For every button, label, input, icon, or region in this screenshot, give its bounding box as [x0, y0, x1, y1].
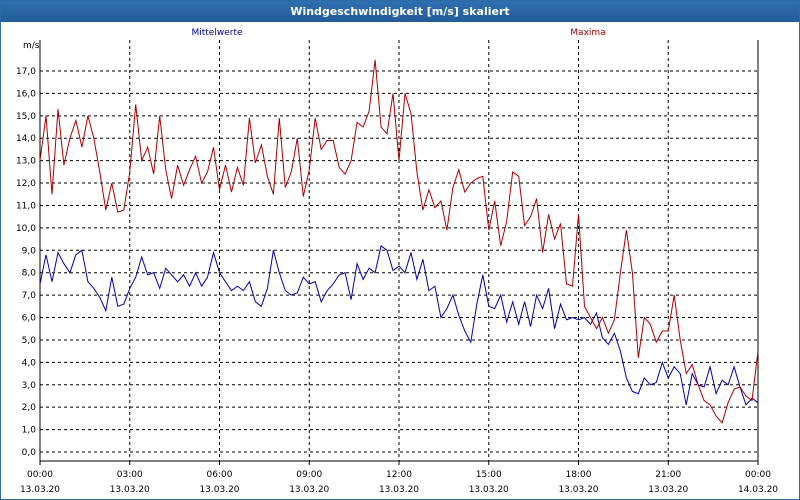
y-tick-label: 11,0 [16, 201, 36, 211]
series-line-maxima [39, 59, 759, 424]
y-tick-label: 17,0 [16, 67, 36, 77]
legend-mittelwerte: Mittelwerte [191, 28, 242, 38]
y-tick-label: 5,0 [22, 336, 37, 346]
y-tick-label: 2,0 [22, 403, 37, 413]
x-tick-date: 13.03.20 [648, 485, 688, 495]
x-tick-labels: 00:00 13.03.20 03:00 13.03.20 06:00 13.03.20 0… [20, 470, 778, 495]
y-tick-label: 13,0 [16, 157, 36, 167]
window-title: Windgeschwindigkeit [m/s] skaliert [1, 1, 799, 22]
x-tick-time: 06:00 [207, 470, 233, 480]
y-tick-label: 15,0 [16, 112, 36, 122]
y-tick-label: 14,0 [16, 134, 36, 144]
x-tick-time: 03:00 [117, 470, 143, 480]
x-tick-date: 13.03.20 [199, 485, 239, 495]
x-tick-date: 13.03.20 [20, 485, 60, 495]
x-tick-date: 13.03.20 [289, 485, 329, 495]
y-tick-label: 10,0 [16, 224, 36, 234]
x-tick-time: 12:00 [386, 470, 412, 480]
y-tick-label: 9,0 [22, 246, 37, 256]
y-axis-label: m/s [23, 41, 40, 51]
y-tick-label: 7,0 [22, 291, 37, 301]
x-tick-date: 13.03.20 [558, 485, 598, 495]
y-tick-label: 4,0 [22, 358, 37, 368]
y-tick-label: 16,0 [16, 89, 36, 99]
y-tick-label: 8,0 [22, 269, 37, 279]
y-tick-label: 3,0 [22, 381, 37, 391]
y-tick-label: 1,0 [22, 426, 37, 436]
x-tick-date: 14.03.20 [738, 485, 778, 495]
x-tick-time: 00:00 [27, 470, 53, 480]
x-tick-time: 09:00 [296, 470, 322, 480]
x-tick-date: 13.03.20 [110, 485, 150, 495]
grid [40, 40, 758, 461]
series-lines [39, 59, 759, 424]
x-tick-time: 18:00 [566, 470, 592, 480]
axes [39, 40, 759, 465]
x-tick-date: 13.03.20 [469, 485, 509, 495]
y-tick-label: 12,0 [16, 179, 36, 189]
y-tick-label: 0,0 [22, 448, 37, 458]
y-tick-label: 6,0 [22, 314, 37, 324]
x-tick-time: 21:00 [655, 470, 681, 480]
x-tick-time: 00:00 [745, 470, 771, 480]
y-tick-labels: 0,0 1,0 2,0 3,0 4,0 5,0 6,0 7,0 8,0 9,0 10,0 11,0 12… [16, 67, 36, 458]
legend-maxima: Maxima [570, 28, 605, 38]
x-tick-date: 13.03.20 [379, 485, 419, 495]
series-line-mittelwerte [39, 244, 759, 406]
x-tick-time: 15:00 [476, 470, 502, 480]
